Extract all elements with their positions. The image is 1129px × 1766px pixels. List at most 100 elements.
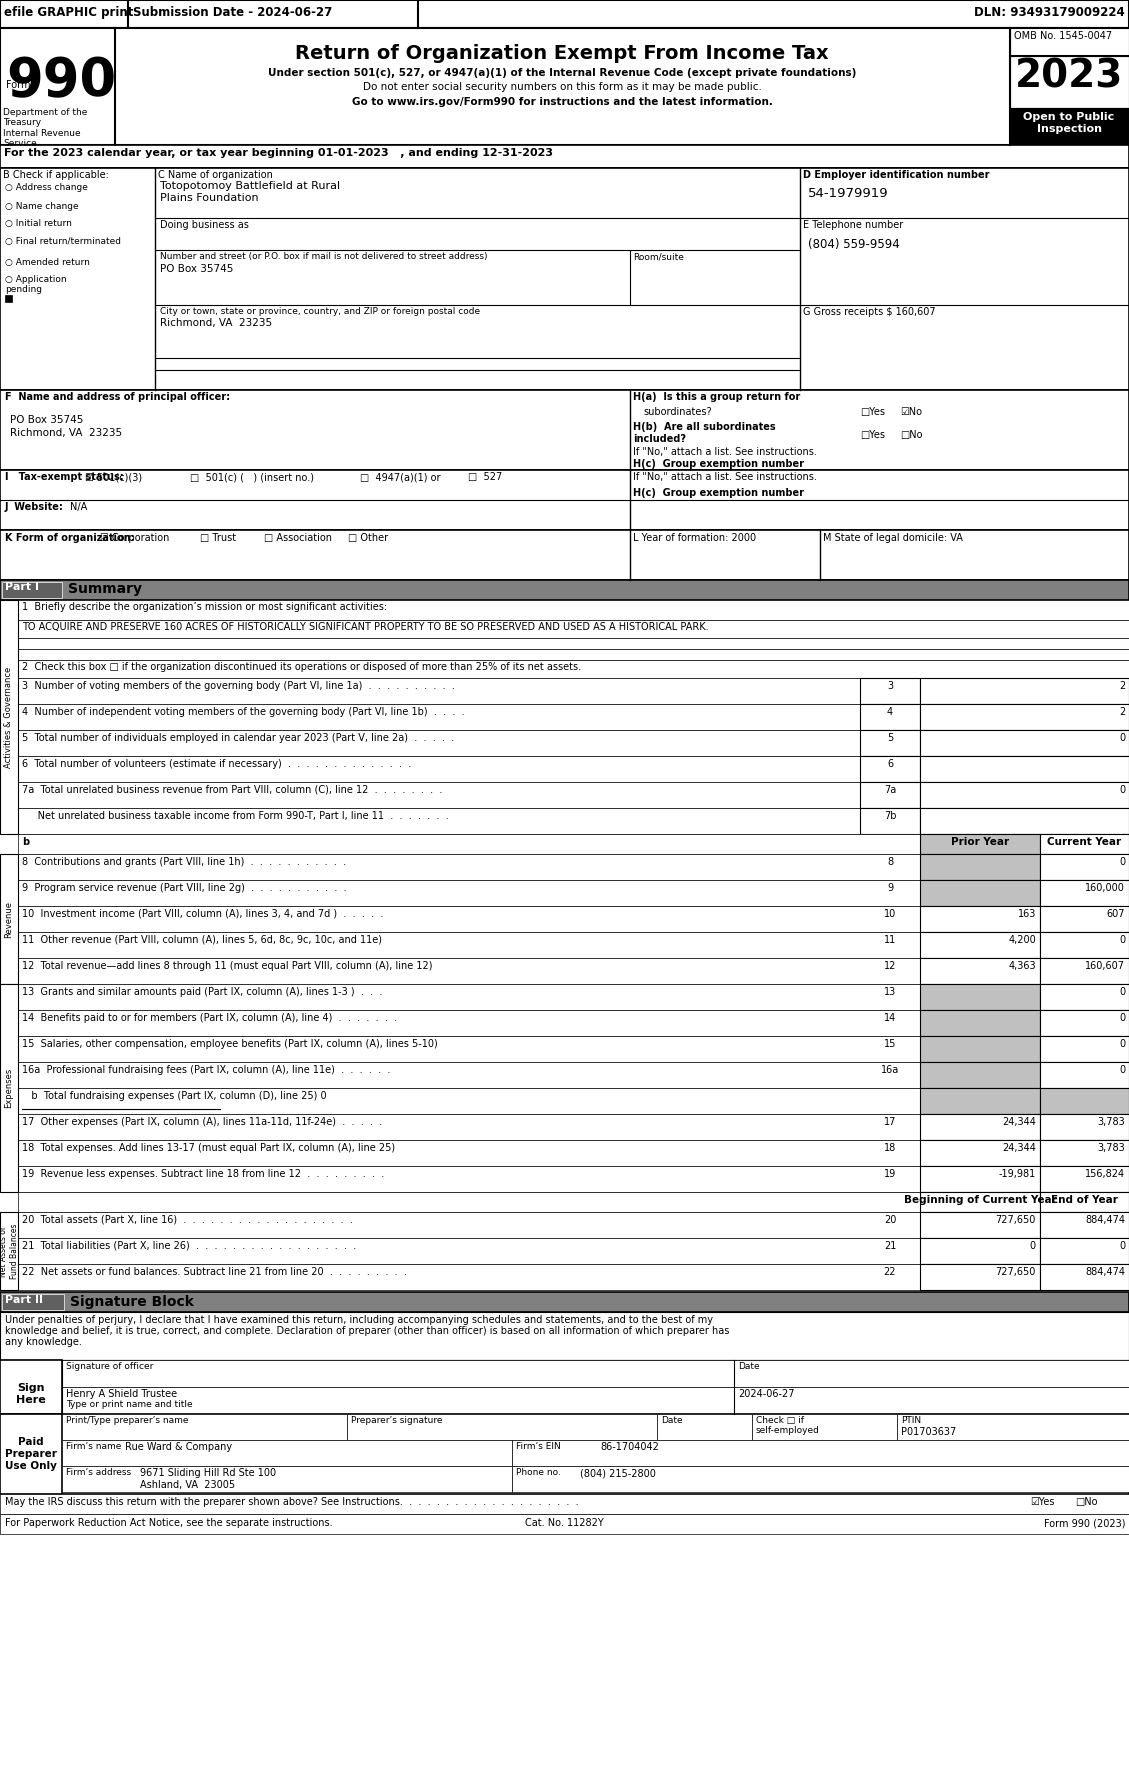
- Bar: [920, 1238, 1040, 1264]
- Text: ☑No: ☑No: [900, 406, 922, 417]
- Text: Beginning of Current Year: Beginning of Current Year: [903, 1196, 1057, 1204]
- Text: Return of Organization Exempt From Income Tax: Return of Organization Exempt From Incom…: [295, 44, 829, 64]
- Bar: [1010, 57, 1129, 108]
- Text: N/A: N/A: [70, 502, 87, 512]
- Bar: [734, 1360, 1129, 1386]
- Text: Submission Date - 2024-06-27: Submission Date - 2024-06-27: [133, 5, 332, 19]
- Text: 884,474: 884,474: [1085, 1266, 1124, 1277]
- Text: 2  Check this box □ if the organization discontinued its operations or disposed : 2 Check this box □ if the organization d…: [21, 662, 581, 673]
- Bar: [18, 834, 920, 855]
- Text: For the 2023 calendar year, or tax year beginning 01-01-2023   , and ending 12-3: For the 2023 calendar year, or tax year …: [5, 148, 553, 157]
- Text: subordinates?: subordinates?: [644, 406, 711, 417]
- Text: □Yes: □Yes: [860, 406, 885, 417]
- Text: 4: 4: [887, 706, 893, 717]
- Text: 607: 607: [1106, 909, 1124, 918]
- Text: 16a  Professional fundraising fees (Part IX, column (A), line 11e)  .  .  .  .  : 16a Professional fundraising fees (Part …: [21, 1065, 391, 1075]
- Text: 2: 2: [1119, 682, 1124, 691]
- Bar: [1040, 1238, 1129, 1264]
- Text: 4,200: 4,200: [1008, 934, 1036, 945]
- Bar: [18, 1238, 920, 1264]
- Text: ☑Yes: ☑Yes: [1030, 1498, 1054, 1506]
- Text: Revenue: Revenue: [5, 901, 14, 938]
- Text: 8  Contributions and grants (Part VIII, line 1h)  .  .  .  .  .  .  .  .  .  .  : 8 Contributions and grants (Part VIII, l…: [21, 857, 347, 867]
- Text: 0: 0: [1119, 1014, 1124, 1023]
- Text: L Year of formation: 2000: L Year of formation: 2000: [633, 533, 756, 542]
- Bar: [511, 1466, 1129, 1492]
- Text: Signature Block: Signature Block: [70, 1294, 194, 1309]
- Text: 7b: 7b: [884, 811, 896, 821]
- Bar: [18, 1010, 920, 1037]
- Text: F  Name and address of principal officer:: F Name and address of principal officer:: [5, 392, 230, 403]
- Bar: [1040, 879, 1129, 906]
- Bar: [1040, 957, 1129, 984]
- Text: 9: 9: [887, 883, 893, 894]
- Bar: [18, 855, 920, 879]
- Text: Check □ if
self-employed: Check □ if self-employed: [756, 1416, 820, 1436]
- Text: 15: 15: [884, 1038, 896, 1049]
- Text: Open to Public
Inspection: Open to Public Inspection: [1023, 111, 1114, 134]
- Text: ○ Initial return: ○ Initial return: [5, 219, 72, 228]
- Text: 17  Other expenses (Part IX, column (A), lines 11a-11d, 11f-24e)  .  .  .  .  .: 17 Other expenses (Part IX, column (A), …: [21, 1118, 383, 1127]
- Text: Preparer’s signature: Preparer’s signature: [351, 1416, 443, 1425]
- Text: Richmond, VA  23235: Richmond, VA 23235: [10, 427, 122, 438]
- Bar: [920, 855, 1040, 879]
- Text: 10  Investment income (Part VIII, column (A), lines 3, 4, and 7d )  .  .  .  .  : 10 Investment income (Part VIII, column …: [21, 909, 384, 918]
- Bar: [1010, 108, 1129, 145]
- Text: Form 990 (2023): Form 990 (2023): [1043, 1519, 1124, 1528]
- Bar: [920, 782, 1129, 809]
- Text: included?: included?: [633, 434, 686, 443]
- Bar: [920, 1264, 1040, 1289]
- Text: P01703637: P01703637: [901, 1427, 956, 1438]
- Bar: [0, 1312, 1129, 1360]
- Text: OMB No. 1545-0047: OMB No. 1545-0047: [1014, 32, 1112, 41]
- Text: 16a: 16a: [881, 1065, 899, 1075]
- Text: Under section 501(c), 527, or 4947(a)(1) of the Internal Revenue Code (except pr: Under section 501(c), 527, or 4947(a)(1)…: [268, 69, 856, 78]
- Bar: [18, 1211, 920, 1238]
- Bar: [860, 756, 920, 782]
- Text: Activities & Governance: Activities & Governance: [5, 666, 14, 768]
- Text: 3,783: 3,783: [1097, 1118, 1124, 1127]
- Bar: [18, 879, 920, 906]
- Bar: [1040, 834, 1129, 855]
- Bar: [0, 600, 18, 834]
- Text: M State of legal domicile: VA: M State of legal domicile: VA: [823, 533, 963, 542]
- Text: ☑ Corporation: ☑ Corporation: [100, 533, 169, 542]
- Text: 3  Number of voting members of the governing body (Part VI, line 1a)  .  .  .  .: 3 Number of voting members of the govern…: [21, 682, 455, 691]
- Text: Print/Type preparer’s name: Print/Type preparer’s name: [65, 1416, 189, 1425]
- Text: 163: 163: [1017, 909, 1036, 918]
- Text: 8: 8: [887, 857, 893, 867]
- Text: 13: 13: [884, 987, 896, 998]
- Bar: [0, 145, 1129, 168]
- Text: □No: □No: [1075, 1498, 1097, 1506]
- Text: B Check if applicable:: B Check if applicable:: [3, 170, 108, 180]
- Text: □  501(c) (   ) (insert no.): □ 501(c) ( ) (insert no.): [190, 472, 314, 482]
- Bar: [18, 1166, 920, 1192]
- Bar: [1040, 855, 1129, 879]
- Bar: [18, 809, 860, 834]
- Text: any knowledge.: any knowledge.: [5, 1337, 82, 1347]
- Text: □Yes: □Yes: [860, 429, 885, 440]
- Bar: [511, 1439, 1129, 1466]
- Bar: [0, 530, 1129, 579]
- Bar: [18, 1192, 920, 1211]
- Bar: [18, 1114, 920, 1141]
- Bar: [1040, 906, 1129, 932]
- Bar: [18, 620, 1129, 638]
- Text: Sign
Here: Sign Here: [16, 1383, 46, 1404]
- Bar: [860, 678, 920, 705]
- Text: 14  Benefits paid to or for members (Part IX, column (A), line 4)  .  .  .  .  .: 14 Benefits paid to or for members (Part…: [21, 1014, 397, 1023]
- Text: 0: 0: [1119, 1038, 1124, 1049]
- Bar: [0, 1293, 1129, 1312]
- Bar: [0, 1415, 62, 1494]
- Text: Under penalties of perjury, I declare that I have examined this return, includin: Under penalties of perjury, I declare th…: [5, 1316, 714, 1324]
- Text: b: b: [21, 837, 29, 848]
- Text: 22: 22: [884, 1266, 896, 1277]
- Bar: [860, 809, 920, 834]
- Bar: [18, 782, 860, 809]
- Text: If "No," attach a list. See instructions.: If "No," attach a list. See instructions…: [633, 447, 817, 457]
- Text: PO Box 35745: PO Box 35745: [10, 415, 84, 426]
- Bar: [920, 1211, 1040, 1238]
- Text: Phone no.: Phone no.: [516, 1468, 561, 1476]
- Bar: [920, 705, 1129, 729]
- Bar: [920, 1010, 1040, 1037]
